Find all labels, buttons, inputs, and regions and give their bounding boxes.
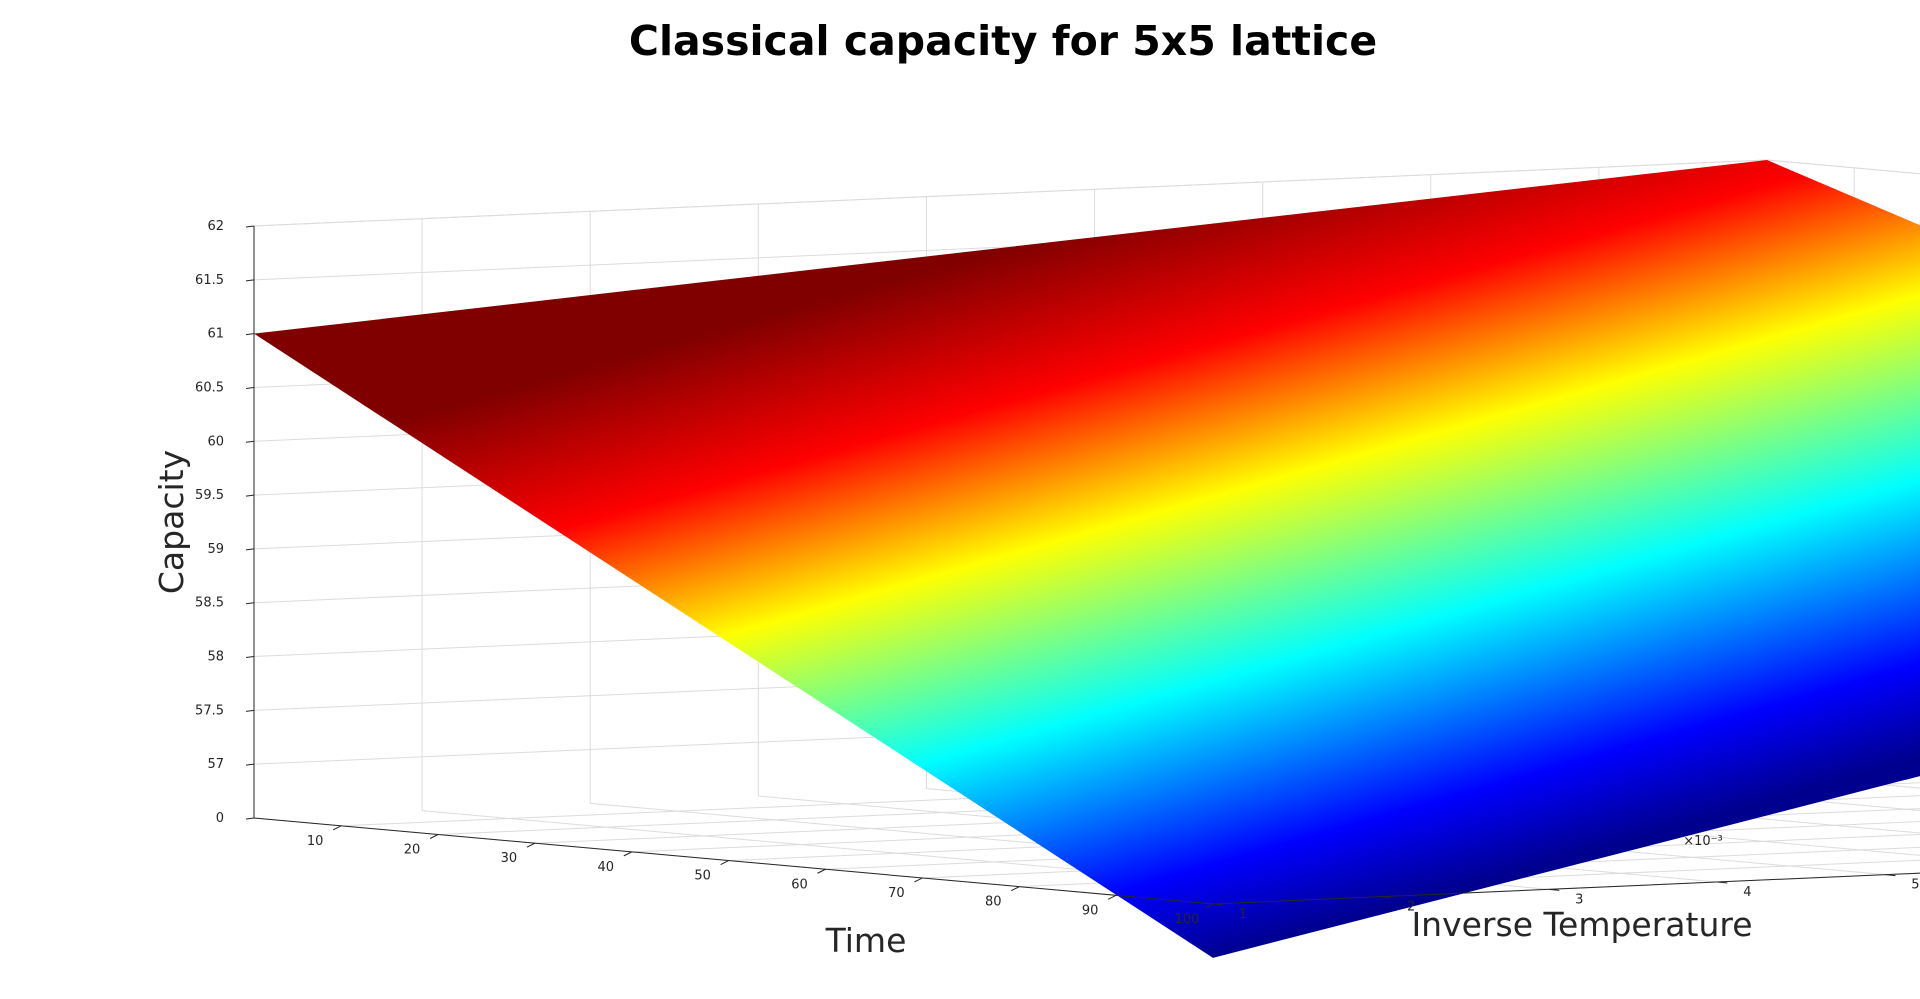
x-tick-mark [817, 868, 826, 874]
chart-title: Classical capacity for 5x5 lattice [629, 17, 1377, 65]
y-tick-label: 2 [1407, 900, 1415, 915]
surface-layer [254, 160, 1920, 958]
x-tick-label: 60 [791, 877, 808, 892]
y-axis-multiplier: ×10⁻³ [1683, 834, 1723, 849]
z-tick-mark [245, 548, 255, 551]
z-tick-mark [245, 817, 255, 820]
z-tick-label: 62 [207, 219, 224, 234]
z-tick-mark [245, 333, 255, 336]
z-tick-label: 57 [207, 757, 224, 772]
y-tick-mark [1549, 888, 1560, 891]
ticks-layer: 0 57 57.5 58 58.5 59 59.5 60 60.5 61 61.5 62 10 20 30 4… [195, 219, 1920, 927]
z-tick-label: 61 [207, 327, 224, 342]
grid-line [253, 159, 1768, 227]
x-tick-mark [720, 860, 729, 866]
x-tick-label: 40 [598, 860, 615, 875]
z-tick-mark [245, 656, 255, 659]
x-tick-label: 30 [501, 851, 518, 866]
y-axis-label: Inverse Temperature [1411, 905, 1752, 944]
y-tick-label: 1 [1239, 907, 1247, 922]
x-tick-label: 20 [404, 843, 421, 858]
z-tick-mark [245, 279, 255, 282]
surface-patch [254, 160, 1920, 958]
x-tick-mark [332, 825, 342, 831]
x-tick-mark [1011, 886, 1020, 892]
x-tick-label: 10 [307, 834, 324, 849]
z-tick-label: 60.5 [195, 380, 224, 395]
x-tick-mark [429, 834, 439, 839]
x-tick-mark [1204, 903, 1214, 909]
x-axis-line [253, 817, 1214, 905]
z-tick-label: 58 [207, 650, 224, 665]
z-tick-label: 59 [207, 542, 224, 557]
z-tick-label: 57.5 [195, 703, 224, 718]
z-tick-mark [245, 386, 255, 389]
x-tick-mark [623, 851, 633, 857]
x-tick-label: 90 [1082, 903, 1099, 918]
z-tick-label: 61.5 [195, 273, 224, 288]
axes-layer [253, 226, 1920, 905]
x-tick-label: 80 [985, 895, 1002, 910]
x-tick-label: 50 [694, 869, 711, 884]
z-tick-mark [245, 440, 255, 443]
z-tick-label: 60 [207, 434, 224, 449]
y-tick-mark [1717, 881, 1728, 884]
z-tick-label: 0 [216, 811, 224, 826]
x-axis-label: Time [825, 921, 907, 960]
x-tick-mark [526, 842, 536, 848]
y-tick-mark [1212, 903, 1224, 906]
z-axis-label: Capacity [152, 450, 191, 594]
z-tick-mark [245, 709, 255, 712]
z-tick-mark [245, 763, 255, 766]
x-tick-mark [914, 877, 923, 883]
z-tick-mark [245, 494, 255, 497]
y-tick-mark [1381, 896, 1392, 899]
y-tick-label: 5 [1911, 878, 1919, 893]
x-tick-label: 70 [888, 886, 905, 901]
y-tick-label: 4 [1743, 885, 1751, 900]
x-tick-label: 100 [1175, 912, 1200, 927]
x-tick-mark [1107, 894, 1117, 900]
y-tick-label: 3 [1575, 892, 1583, 907]
y-axis-line [1212, 872, 1920, 905]
y-tick-mark [1885, 874, 1896, 877]
z-tick-mark [245, 225, 255, 228]
z-tick-label: 58.5 [195, 596, 224, 611]
z-tick-mark [245, 602, 255, 605]
z-tick-label: 59.5 [195, 488, 224, 503]
